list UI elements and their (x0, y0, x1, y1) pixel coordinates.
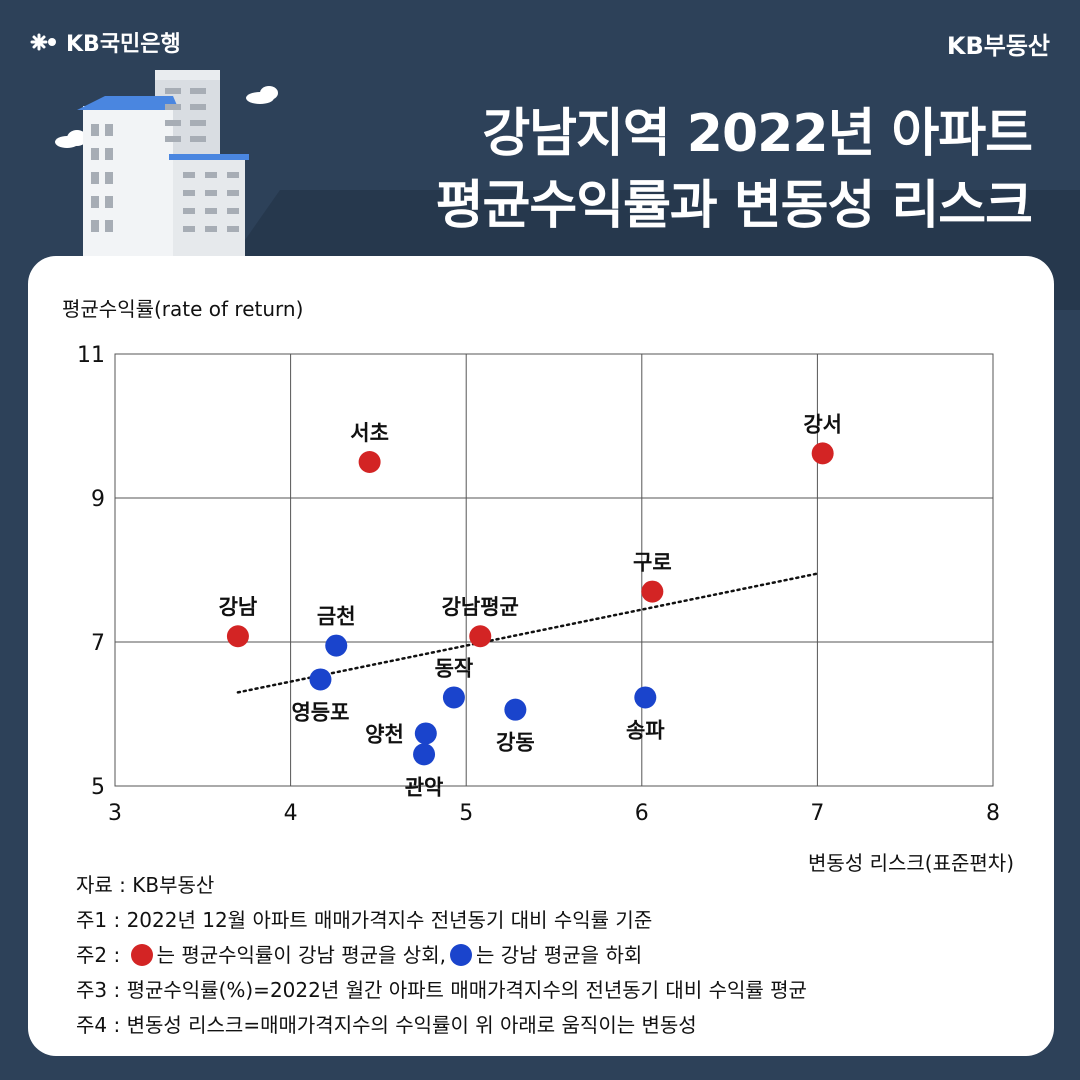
point-label: 영등포 (291, 700, 349, 724)
scatter-chart: 평균수익률(rate of return) 3 4 5 6 7 8 5 7 9 11 서초 강서구로… (62, 297, 1014, 875)
y-tick-label: 9 (91, 487, 105, 512)
point-label: 구로 (633, 551, 672, 575)
title-line-2: 평균수익률과 변동성 리스크 (435, 176, 1033, 236)
data-point (358, 451, 381, 473)
note-1: 주1 : 2022년 12월 아파트 매매가격지수 전년동기 대비 수익률 기준 (76, 908, 653, 932)
data-point (414, 722, 437, 745)
blue-dot-legend-icon (449, 944, 472, 966)
point-label: 강서 (803, 412, 842, 436)
note-2-prefix: 주2 : (76, 943, 127, 967)
data-point (309, 668, 332, 691)
point-label: 강남 (219, 595, 258, 619)
y-axis-label: 평균수익률(rate of return) (62, 297, 303, 321)
data-point (442, 686, 465, 709)
y-tick-label: 7 (91, 631, 105, 656)
y-tick-label: 11 (77, 343, 105, 368)
point-label: 관악 (405, 775, 444, 799)
point-label: 양천 (365, 722, 404, 746)
x-axis-label: 변동성 리스크(표준편차) (808, 851, 1014, 875)
data-point (469, 625, 492, 648)
data-point (413, 743, 436, 766)
x-tick-label: 5 (459, 801, 473, 826)
data-point (325, 634, 348, 657)
trend-line (236, 572, 819, 694)
source-note: 자료 : KB부동산 (76, 873, 215, 897)
point-label: 서초 (350, 421, 389, 445)
kb-bank-logo: KB국민은행 (28, 26, 181, 58)
data-point (504, 698, 527, 721)
point-label: 송파 (626, 718, 665, 742)
note-2-blue-text: 는 강남 평균을 하회 (475, 943, 643, 967)
x-tick-label: 3 (108, 801, 122, 826)
apartment-buildings-illustration (55, 70, 278, 259)
red-dot-legend-icon (130, 944, 153, 966)
x-tick-label: 7 (810, 801, 824, 826)
note-4: 주4 : 변동성 리스크=매매가격지수의 수익률이 위 아래로 움직이는 변동성 (76, 1013, 697, 1037)
data-point (811, 442, 834, 465)
data-point (226, 625, 249, 648)
point-label: 강남평균 (442, 595, 519, 619)
x-tick-label: 8 (986, 801, 1000, 826)
kb-star-icon (30, 33, 56, 51)
kb-realestate-logo: KB부동산 (946, 32, 1050, 60)
point-label: 동작 (435, 656, 474, 680)
y-tick-label: 5 (91, 775, 105, 800)
point-label: 강동 (496, 731, 535, 755)
page-title: 강남지역 2022년 아파트 평균수익률과 변동성 리스크 (435, 98, 1033, 242)
plot-frame (114, 353, 994, 787)
point-label: 금천 (317, 605, 356, 629)
note-3: 주3 : 평균수익률(%)=2022년 월간 아파트 매매가격지수의 전년동기 … (76, 978, 807, 1002)
note-2-red-text: 는 평균수익률이 강남 평균을 상회, (156, 943, 446, 967)
note-2: 주2 : 는 평균수익률이 강남 평균을 상회, 는 강남 평균을 하회 (76, 938, 807, 973)
x-tick-label: 4 (284, 801, 298, 826)
notes-block: 자료 : KB부동산 주1 : 2022년 12월 아파트 매매가격지수 전년동… (76, 868, 807, 1043)
data-point (641, 580, 664, 603)
brand-left-text: KB국민은행 (66, 32, 181, 57)
data-point (634, 686, 657, 709)
x-tick-label: 6 (635, 801, 649, 826)
title-line-1: 강남지역 2022년 아파트 (482, 104, 1033, 164)
